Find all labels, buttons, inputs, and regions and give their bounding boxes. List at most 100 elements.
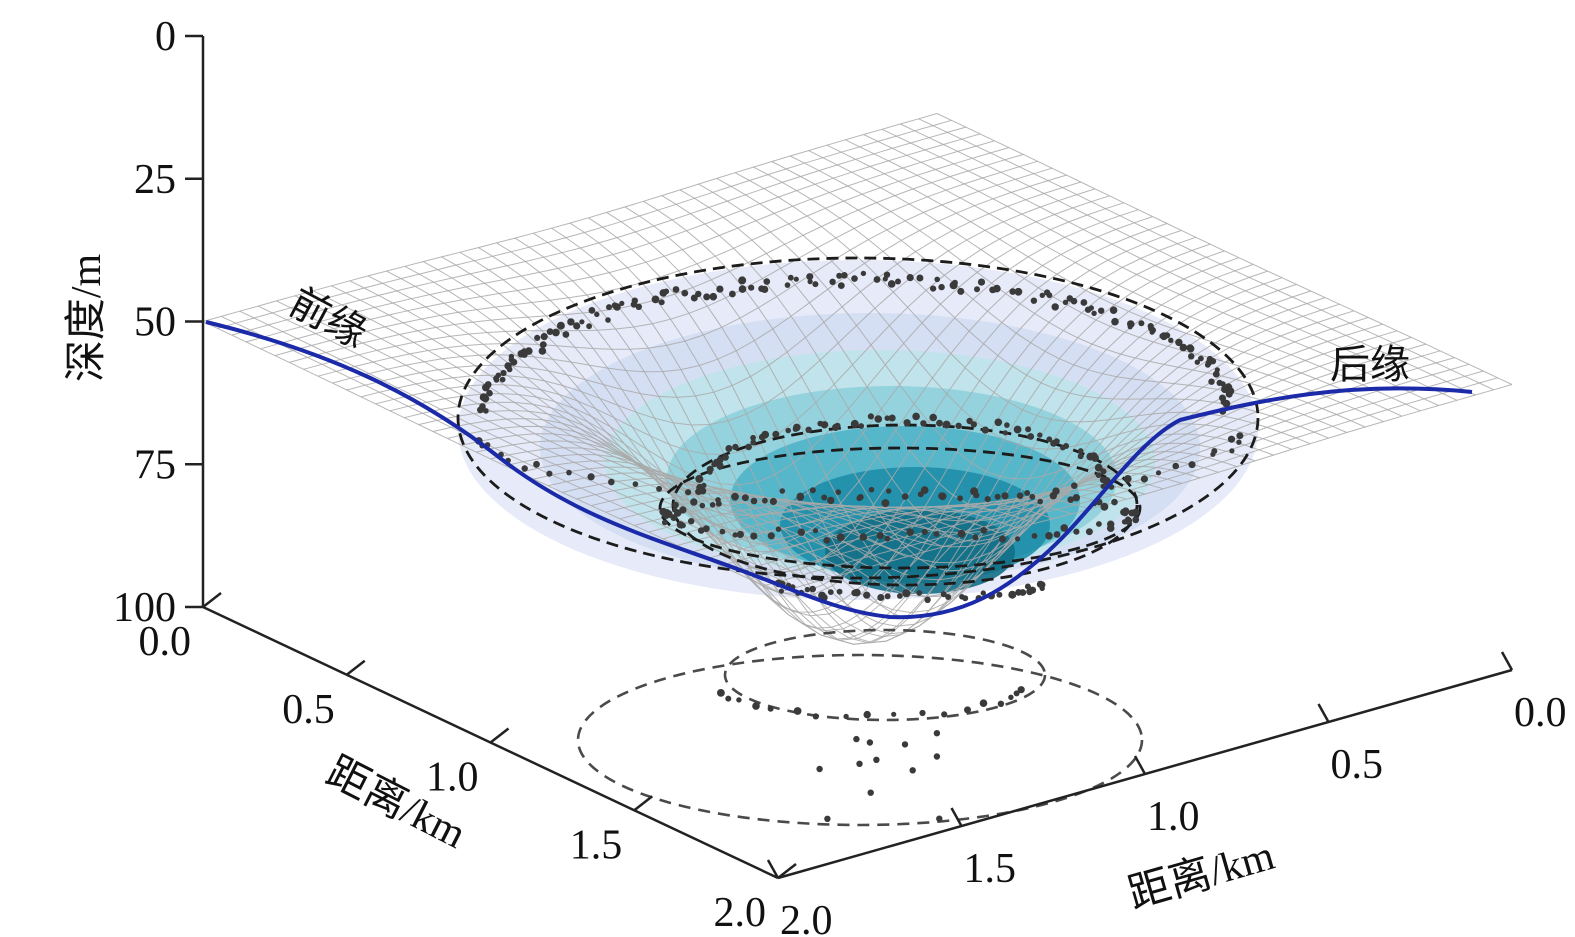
scatter-point	[1072, 494, 1081, 502]
scatter-point	[1222, 399, 1231, 408]
scatter-point	[841, 272, 848, 279]
scatter-point	[1062, 299, 1069, 305]
scatter-point	[1036, 580, 1044, 588]
scatter-point	[587, 473, 595, 481]
scatter-point	[761, 285, 769, 293]
scatter-point	[994, 493, 1001, 500]
scatter-point	[1053, 531, 1061, 538]
scatter-point	[732, 532, 738, 538]
scatter-point	[1229, 448, 1235, 454]
scatter-point	[1168, 337, 1174, 343]
scatter-point	[709, 502, 716, 508]
z-axis-ticks: 0 25 50 75 100	[113, 14, 203, 631]
scatter-point	[996, 591, 1003, 598]
scatter-point	[1067, 496, 1074, 504]
scatter-point	[851, 589, 859, 597]
scatter-point	[1025, 426, 1032, 433]
scatter-point	[974, 286, 980, 293]
scatter-point	[539, 341, 547, 348]
scatter-point	[945, 594, 952, 600]
scatter-point	[824, 815, 831, 822]
scatter-point	[1212, 370, 1220, 378]
scatter-point	[1017, 686, 1025, 694]
right-tick-mark	[950, 807, 963, 827]
scatter-point	[921, 528, 928, 536]
right-tick-label: 1.5	[964, 846, 1017, 892]
left-axis-ticks: 0.0 0.5 1.0 1.5 2.0	[139, 592, 797, 936]
scatter-point	[556, 321, 565, 330]
scatter-point	[884, 593, 891, 600]
scatter-point	[487, 390, 493, 397]
scatter-point	[906, 528, 914, 536]
scatter-point	[1124, 475, 1132, 483]
scatter-point	[916, 590, 923, 596]
scatter-point	[688, 518, 695, 525]
scatter-point	[1236, 439, 1242, 445]
scatter-point	[658, 299, 665, 306]
left-tick-label: 0.0	[139, 619, 192, 665]
scatter-point	[750, 434, 756, 441]
scatter-point	[970, 487, 979, 496]
scatter-point	[1013, 690, 1020, 697]
scatter-point	[856, 760, 863, 767]
scatter-point	[957, 495, 963, 502]
scatter-point	[1037, 432, 1043, 438]
scatter-point	[936, 419, 943, 427]
scatter-point	[738, 285, 747, 293]
scatter-point	[1210, 451, 1216, 457]
scatter-point	[706, 465, 714, 473]
scatter-point	[567, 318, 575, 326]
band-dashed-contour	[658, 446, 1142, 570]
scatter-point	[1002, 430, 1008, 436]
scatter-point	[835, 489, 842, 495]
scatter-point	[699, 502, 706, 509]
scatter-point	[1073, 528, 1080, 535]
scatter-point	[750, 439, 757, 446]
scatter-point	[884, 535, 891, 542]
scatter-point	[586, 323, 592, 330]
scatter-point	[659, 507, 668, 516]
scatter-point	[1053, 438, 1060, 445]
scatter-point	[1046, 436, 1053, 443]
scatter-point	[1063, 443, 1070, 449]
scatter-point	[651, 295, 660, 304]
scatter-point	[977, 278, 986, 286]
scatter-point	[858, 423, 865, 429]
scatter-point	[993, 284, 1001, 293]
scatter-point	[994, 418, 1003, 427]
scatter-point	[1029, 493, 1036, 500]
scatter-point	[679, 506, 687, 514]
scatter-point	[979, 699, 988, 707]
scatter-point	[573, 322, 581, 330]
scatter-point	[837, 282, 845, 289]
scatter-point	[1095, 465, 1102, 472]
scatter-point	[877, 594, 885, 601]
right-tick-mark	[1133, 755, 1147, 775]
scatter-point	[632, 481, 639, 487]
scatter-point	[936, 815, 943, 822]
scatter-point	[725, 695, 732, 702]
scatter-point	[1187, 345, 1195, 353]
right-tick-label: 1.0	[1147, 794, 1200, 840]
scatter-point	[769, 497, 778, 506]
scatter-point	[1155, 470, 1162, 476]
scatter-point	[1070, 297, 1078, 305]
scatter-point	[820, 421, 829, 429]
scatter-point	[521, 465, 528, 472]
scatter-point	[1024, 490, 1031, 496]
scatter-point	[1129, 321, 1135, 328]
scatter-point	[951, 279, 958, 286]
scatter-point	[929, 413, 937, 422]
scatter-point	[534, 334, 541, 341]
mesh-line-u	[648, 323, 1383, 533]
scatter-point	[1091, 310, 1097, 316]
scatter-point	[1227, 435, 1236, 443]
scatter-point	[538, 347, 547, 355]
z-axis-title: 深度/m	[64, 254, 110, 383]
scatter-point	[1100, 468, 1107, 475]
leading-edge-label: 前缘	[282, 279, 374, 356]
left-tick-label: 1.5	[570, 822, 623, 868]
scatter-point	[1121, 519, 1128, 525]
scatter-point	[903, 419, 911, 427]
